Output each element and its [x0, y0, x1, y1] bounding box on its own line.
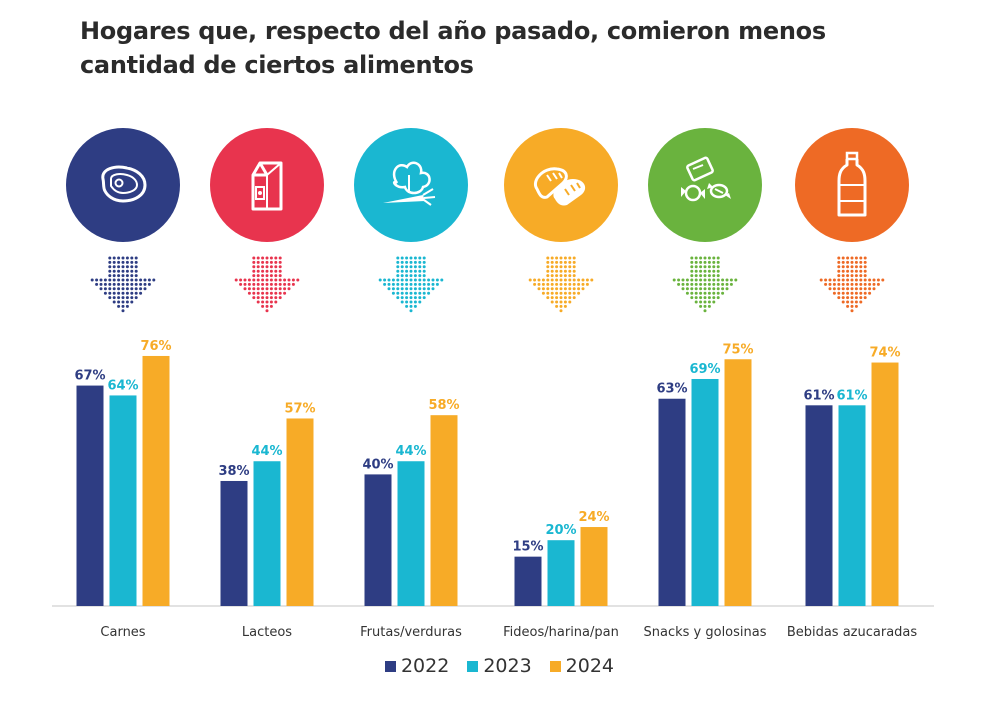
bar-2023-6	[838, 405, 866, 606]
legend-label: 2023	[483, 655, 532, 677]
legend-swatch	[549, 660, 561, 672]
dotted-arrow-down-icon	[819, 256, 885, 313]
legend-item-2023: 2023	[467, 655, 532, 677]
bar-2022-1	[76, 385, 104, 606]
bar-2022-3	[364, 474, 392, 606]
value-label: 69%	[689, 362, 720, 377]
value-label: 64%	[107, 378, 138, 393]
bar-2023-5	[691, 378, 719, 606]
value-label: 58%	[428, 398, 459, 413]
value-label: 44%	[395, 444, 426, 459]
bar-2023-1	[109, 395, 137, 606]
bar-2024-1	[142, 355, 170, 606]
bar-2022-2	[220, 480, 248, 606]
bar-2022-4	[514, 556, 542, 606]
value-label: 61%	[803, 388, 834, 403]
value-label: 63%	[656, 382, 687, 397]
dotted-arrow-down-icon	[90, 256, 156, 313]
dotted-arrow-down-icon	[234, 256, 300, 313]
legend-label: 2022	[400, 655, 450, 677]
value-label: 20%	[545, 523, 576, 538]
legend-swatch	[384, 660, 396, 672]
bar-2023-3	[397, 461, 425, 606]
dotted-arrow-down-icon	[378, 256, 444, 313]
steak-icon	[66, 128, 180, 242]
value-label: 61%	[836, 388, 867, 403]
vegetables-icon	[354, 128, 468, 242]
value-label: 74%	[869, 346, 900, 361]
value-label: 57%	[284, 401, 315, 416]
value-label: 40%	[362, 457, 393, 472]
bar-2022-6	[805, 405, 833, 606]
category-label: Frutas/verduras	[360, 625, 462, 640]
category-label: Snacks y golosinas	[644, 625, 767, 640]
bar-2023-4	[547, 540, 575, 606]
candy-icon	[648, 128, 762, 242]
value-label: 38%	[218, 464, 249, 479]
bar-2024-4	[580, 527, 608, 606]
bar-2023-2	[253, 461, 281, 606]
value-label: 76%	[140, 339, 171, 354]
value-label: 15%	[512, 540, 543, 555]
chart-title: Hogares que, respecto del año pasado, co…	[80, 17, 826, 79]
value-label: 44%	[251, 444, 282, 459]
value-label: 24%	[578, 510, 609, 525]
bar-2024-5	[724, 359, 752, 606]
category-label: Bebidas azucaradas	[787, 625, 918, 640]
bottle-icon	[795, 128, 909, 242]
value-label: 67%	[74, 369, 105, 384]
legend-item-2022: 2022	[384, 655, 450, 677]
value-label: 75%	[722, 342, 753, 357]
bread-icon	[504, 128, 618, 242]
category-label: Carnes	[100, 625, 145, 640]
legend: 2022 2023 2024	[0, 655, 999, 677]
bar-2024-3	[430, 415, 458, 606]
bar-chart: 67%64%76%38%44%57%40%44%58%15%20%24%63%6…	[52, 128, 934, 640]
category-label: Fideos/harina/pan	[503, 625, 619, 640]
milk-carton-icon	[210, 128, 324, 242]
dotted-arrow-down-icon	[528, 256, 594, 313]
bar-2024-6	[871, 362, 899, 606]
dotted-arrow-down-icon	[672, 256, 738, 313]
bar-2022-5	[658, 398, 686, 606]
bar-2024-2	[286, 418, 314, 606]
legend-label: 2024	[565, 655, 615, 677]
category-label: Lacteos	[242, 625, 292, 640]
legend-item-2024: 2024	[549, 655, 615, 677]
legend-swatch	[467, 660, 479, 672]
